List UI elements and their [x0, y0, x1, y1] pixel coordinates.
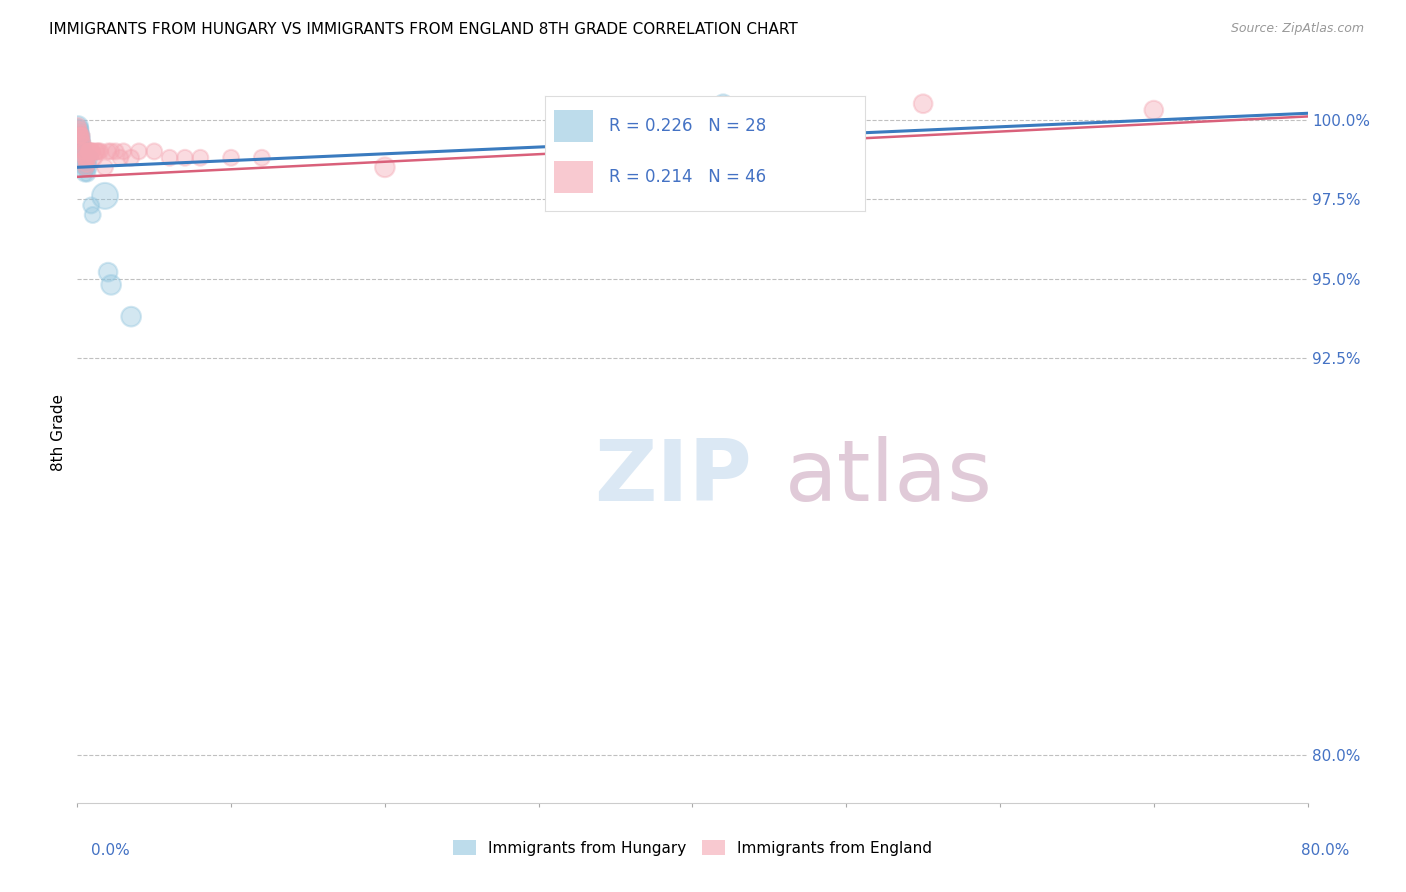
Point	[83, 151, 105, 165]
Point	[94, 189, 117, 203]
Point	[128, 145, 150, 159]
Text: Source: ZipAtlas.com: Source: ZipAtlas.com	[1230, 22, 1364, 36]
Point	[72, 145, 94, 159]
Point	[69, 128, 91, 143]
Point	[73, 161, 96, 175]
Point	[70, 138, 93, 153]
Text: ZIP: ZIP	[595, 435, 752, 518]
Point	[97, 145, 120, 159]
Point	[73, 145, 96, 159]
Point	[374, 161, 396, 175]
Point	[120, 151, 142, 165]
Point	[67, 122, 90, 136]
Point	[188, 151, 212, 165]
Point	[250, 151, 273, 165]
Point	[80, 198, 103, 212]
Point	[219, 151, 242, 165]
Text: 80.0%: 80.0%	[1302, 843, 1350, 858]
Point	[66, 119, 89, 133]
Point	[70, 128, 93, 143]
Point	[75, 153, 97, 168]
Point	[73, 167, 96, 181]
Point	[76, 151, 98, 165]
Point	[70, 135, 93, 149]
Point	[94, 161, 117, 175]
Point	[100, 277, 122, 292]
Point	[77, 157, 100, 171]
Point	[80, 145, 103, 159]
Point	[82, 208, 104, 222]
Point	[76, 167, 98, 181]
Point	[67, 122, 90, 136]
Point	[69, 125, 91, 139]
Point	[77, 161, 100, 175]
Point	[110, 151, 132, 165]
Point	[72, 138, 94, 153]
Point	[70, 135, 93, 149]
Point	[76, 151, 98, 165]
Point	[159, 151, 181, 165]
Point	[79, 151, 101, 165]
Text: 0.0%: 0.0%	[91, 843, 131, 858]
Point	[89, 145, 111, 159]
Point	[100, 145, 122, 159]
Point	[76, 161, 98, 175]
Point	[72, 145, 94, 159]
Text: IMMIGRANTS FROM HUNGARY VS IMMIGRANTS FROM ENGLAND 8TH GRADE CORRELATION CHART: IMMIGRANTS FROM HUNGARY VS IMMIGRANTS FR…	[49, 22, 799, 37]
Point	[1143, 103, 1166, 117]
Point	[67, 122, 90, 136]
Point	[80, 145, 103, 159]
Point	[143, 145, 166, 159]
Point	[711, 96, 734, 111]
Point	[72, 141, 94, 155]
Point	[73, 151, 96, 165]
Point	[912, 96, 935, 111]
Point	[120, 310, 142, 324]
Point	[104, 145, 127, 159]
Point	[69, 128, 91, 143]
Point	[82, 145, 104, 159]
Point	[70, 131, 93, 145]
Point	[174, 151, 197, 165]
Point	[79, 145, 101, 159]
Point	[75, 161, 97, 175]
Point	[76, 157, 98, 171]
Legend: Immigrants from Hungary, Immigrants from England: Immigrants from Hungary, Immigrants from…	[447, 834, 938, 862]
Point	[87, 145, 110, 159]
Text: atlas: atlas	[785, 435, 993, 518]
Point	[75, 151, 97, 165]
Point	[73, 151, 96, 165]
Point	[112, 145, 135, 159]
Point	[67, 125, 90, 139]
Y-axis label: 8th Grade: 8th Grade	[51, 394, 66, 471]
Point	[84, 145, 107, 159]
Point	[77, 145, 100, 159]
Point	[79, 145, 101, 159]
Point	[75, 161, 97, 175]
Point	[69, 128, 91, 143]
Point	[97, 265, 120, 279]
Point	[86, 145, 108, 159]
Point	[69, 128, 91, 143]
Point	[67, 119, 90, 133]
Point	[70, 131, 93, 145]
Point	[77, 145, 100, 159]
